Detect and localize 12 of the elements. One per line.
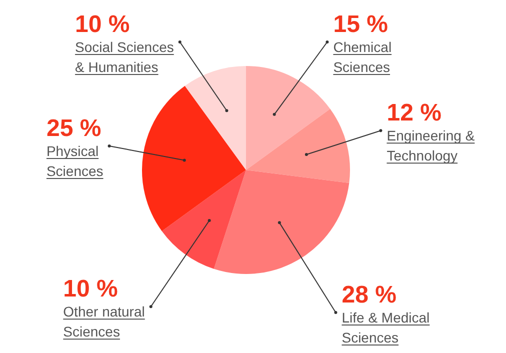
- slice-label: Chemical Sciences: [333, 39, 392, 75]
- slice-label: Life & Medical Sciences: [342, 309, 430, 346]
- slice-label: Engineering & Technology: [386, 128, 476, 164]
- slice-label: Physical Sciences: [46, 142, 104, 179]
- data-label: 25 %: [46, 114, 102, 142]
- data-label: 10 %: [63, 276, 118, 303]
- slice-label: Social Sciences & Humanities: [75, 39, 174, 75]
- data-label: 28 %: [342, 281, 396, 308]
- data-label: 15 %: [333, 11, 388, 38]
- slice-label: Other natural Sciences: [63, 304, 145, 340]
- data-label: 12 %: [386, 100, 442, 127]
- data-label: 10 %: [75, 11, 130, 38]
